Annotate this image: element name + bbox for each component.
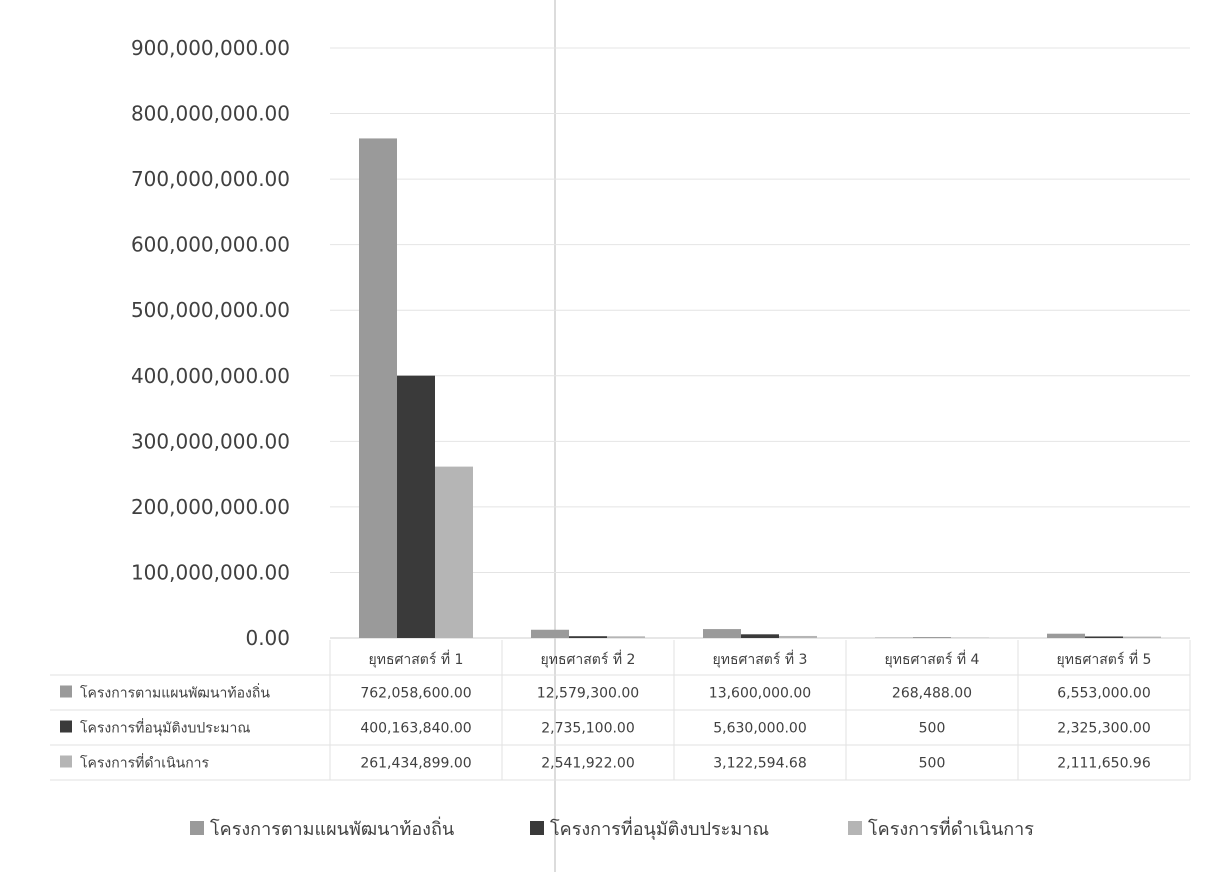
- category-label: ยุทธศาสตร์ ที่ 1: [369, 650, 464, 668]
- data-label: 500: [919, 756, 946, 772]
- data-label: 5,630,000.00: [713, 721, 807, 737]
- y-tick-label: 900,000,000.00: [131, 36, 290, 60]
- y-tick-label: 300,000,000.00: [131, 429, 290, 453]
- y-tick-label: 100,000,000.00: [131, 560, 290, 584]
- table-row-label: โครงการตามแผนพัฒนาท้องถิ่น: [80, 684, 270, 702]
- bar-3-4: [951, 637, 989, 638]
- table-legend-key-2: [60, 720, 72, 733]
- legend-key-2: [530, 821, 544, 835]
- data-label: 2,735,100.00: [541, 721, 635, 737]
- data-label: 13,600,000.00: [709, 686, 811, 702]
- data-label: 2,541,922.00: [541, 756, 635, 772]
- table-row-label: โครงการที่อนุมัติงบประมาณ: [80, 719, 250, 737]
- bar-3-2: [607, 636, 645, 638]
- y-tick-label: 700,000,000.00: [131, 167, 290, 191]
- data-label: 2,111,650.96: [1057, 756, 1151, 772]
- data-label: 500: [919, 721, 946, 737]
- bar-1-1: [359, 138, 397, 638]
- data-label: 6,553,000.00: [1057, 686, 1151, 702]
- bar-2-5: [1085, 636, 1123, 638]
- data-label: 3,122,594.68: [713, 756, 807, 772]
- category-label: ยุทธศาสตร์ ที่ 5: [1057, 650, 1152, 668]
- y-tick-label: 800,000,000.00: [131, 102, 290, 126]
- data-label: 2,325,300.00: [1057, 721, 1151, 737]
- bar-2-1: [397, 375, 435, 638]
- y-tick-label: 200,000,000.00: [131, 495, 290, 519]
- legend-key-1: [190, 821, 204, 835]
- category-label: ยุทธศาสตร์ ที่ 3: [713, 650, 808, 668]
- bar-3-5: [1123, 636, 1161, 638]
- data-label: 268,488.00: [892, 686, 972, 702]
- y-tick-label: 600,000,000.00: [131, 233, 290, 257]
- bar-1-3: [703, 629, 741, 638]
- y-tick-label: 500,000,000.00: [131, 298, 290, 322]
- legend-label: โครงการตามแผนพัฒนาท้องถิ่น: [210, 816, 454, 840]
- bar-2-3: [741, 634, 779, 638]
- data-label: 762,058,600.00: [360, 686, 471, 702]
- bar-1-5: [1047, 633, 1085, 638]
- table-row-label: โครงการที่ดำเนินการ: [80, 754, 210, 772]
- data-label: 12,579,300.00: [537, 686, 639, 702]
- bar-3-1: [435, 466, 473, 638]
- bar-2-2: [569, 636, 607, 638]
- bar-1-4: [875, 637, 913, 638]
- table-legend-key-3: [60, 755, 72, 768]
- legend-label: โครงการที่ดำเนินการ: [868, 816, 1034, 840]
- y-tick-label: 0.00: [245, 626, 290, 650]
- data-label: 400,163,840.00: [360, 721, 471, 737]
- table-legend-key-1: [60, 685, 72, 698]
- y-tick-label: 400,000,000.00: [131, 364, 290, 388]
- bar-2-4: [913, 637, 951, 638]
- category-label: ยุทธศาสตร์ ที่ 4: [885, 650, 980, 668]
- legend-label: โครงการที่อนุมัติงบประมาณ: [550, 816, 769, 840]
- data-label: 261,434,899.00: [360, 756, 471, 772]
- legend-key-3: [848, 821, 862, 835]
- bar-3-3: [779, 635, 817, 638]
- category-label: ยุทธศาสตร์ ที่ 2: [541, 650, 636, 668]
- bar-1-2: [531, 629, 569, 638]
